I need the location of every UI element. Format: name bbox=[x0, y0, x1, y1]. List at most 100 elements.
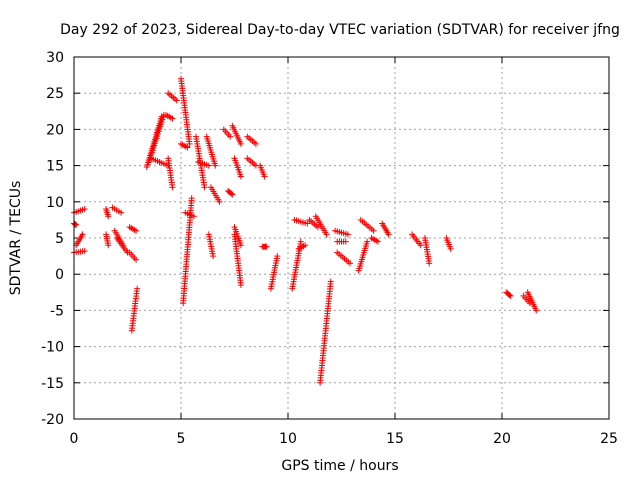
data-segment bbox=[195, 158, 212, 169]
data-segment bbox=[368, 235, 381, 245]
chart-title: Day 292 of 2023, Sidereal Day-to-day VTE… bbox=[60, 22, 620, 38]
data-point bbox=[227, 133, 234, 140]
x-tick-label: 15 bbox=[386, 431, 404, 447]
y-tick-label: -5 bbox=[50, 303, 64, 319]
x-axis-label: GPS time / hours bbox=[281, 458, 398, 474]
data-point bbox=[323, 231, 330, 238]
data-point bbox=[447, 245, 454, 252]
data-point bbox=[347, 260, 354, 267]
data-segment bbox=[103, 231, 112, 249]
data-point bbox=[186, 140, 193, 147]
data-segment bbox=[291, 216, 311, 227]
data-segment bbox=[103, 206, 112, 220]
data-segment bbox=[148, 155, 172, 169]
data-point bbox=[506, 292, 513, 299]
data-segment bbox=[71, 220, 80, 228]
data-point bbox=[237, 242, 244, 249]
data-points bbox=[71, 75, 540, 386]
data-point bbox=[81, 206, 88, 213]
y-tick-label: 20 bbox=[46, 122, 64, 138]
data-point bbox=[252, 140, 259, 147]
x-tick-label: 20 bbox=[493, 431, 511, 447]
y-axis-tick-labels: -20 -15 -10 -5 0 5 10 15 20 25 30 bbox=[41, 50, 64, 428]
x-axis-tick-labels: 0 5 10 15 20 25 bbox=[70, 431, 618, 447]
data-point bbox=[169, 184, 176, 191]
data-segment bbox=[409, 231, 424, 249]
data-segment bbox=[71, 248, 88, 256]
data-point bbox=[188, 195, 195, 202]
y-tick-label: 15 bbox=[46, 159, 64, 175]
data-segment bbox=[267, 253, 281, 292]
data-point bbox=[210, 253, 217, 260]
data-segment bbox=[126, 224, 140, 234]
data-segment bbox=[257, 162, 268, 180]
data-point bbox=[216, 198, 223, 205]
data-segment bbox=[317, 278, 334, 386]
y-tick-label: 5 bbox=[55, 231, 64, 247]
data-point bbox=[426, 260, 433, 267]
data-point bbox=[533, 307, 540, 314]
y-tick-label: -20 bbox=[41, 412, 64, 428]
data-point bbox=[79, 231, 86, 238]
data-segment bbox=[128, 285, 141, 334]
data-segment bbox=[244, 133, 259, 147]
x-tick-label: 10 bbox=[279, 431, 297, 447]
data-point bbox=[261, 173, 268, 180]
data-segment bbox=[443, 235, 454, 252]
data-segment bbox=[229, 122, 244, 147]
data-segment bbox=[163, 111, 176, 122]
data-point bbox=[304, 220, 311, 227]
data-point bbox=[344, 231, 351, 238]
data-segment bbox=[113, 235, 131, 256]
x-tick-label: 0 bbox=[70, 431, 79, 447]
data-segment bbox=[220, 126, 234, 140]
data-point bbox=[263, 243, 270, 250]
data-point bbox=[133, 227, 140, 234]
data-segment bbox=[295, 242, 309, 252]
data-segment bbox=[334, 238, 349, 245]
data-point bbox=[302, 242, 309, 249]
data-segment bbox=[178, 140, 191, 151]
plot-frame bbox=[73, 56, 610, 420]
data-point bbox=[507, 292, 514, 299]
data-point bbox=[173, 97, 180, 104]
data-segment bbox=[182, 209, 197, 220]
data-point bbox=[314, 224, 321, 231]
data-segment bbox=[71, 206, 88, 216]
data-segment bbox=[192, 133, 208, 191]
data-segment bbox=[312, 213, 330, 238]
data-point bbox=[417, 242, 424, 249]
data-point bbox=[385, 231, 392, 238]
data-point bbox=[228, 190, 235, 197]
y-tick-label: 0 bbox=[55, 267, 64, 283]
data-segment bbox=[244, 155, 259, 169]
data-point bbox=[201, 184, 208, 191]
data-point bbox=[374, 238, 381, 245]
data-segment bbox=[421, 235, 433, 267]
data-point bbox=[342, 238, 349, 245]
data-segment bbox=[332, 227, 351, 238]
data-segment bbox=[503, 289, 514, 299]
data-segment bbox=[203, 133, 219, 169]
data-point bbox=[169, 115, 176, 122]
data-segment bbox=[259, 243, 270, 250]
data-segment bbox=[231, 155, 244, 180]
data-segment bbox=[334, 249, 354, 267]
data-segment bbox=[231, 231, 244, 289]
y-tick-label: -15 bbox=[41, 376, 64, 392]
data-point bbox=[205, 162, 212, 169]
data-point bbox=[105, 242, 112, 249]
x-tick-label: 25 bbox=[600, 431, 618, 447]
data-point bbox=[237, 173, 244, 180]
y-tick-label: 25 bbox=[46, 86, 64, 102]
data-point bbox=[229, 191, 236, 198]
data-segment bbox=[225, 187, 236, 198]
data-point bbox=[105, 213, 112, 220]
data-point bbox=[237, 140, 244, 147]
x-tick-label: 5 bbox=[177, 431, 186, 447]
y-tick-label: 10 bbox=[46, 195, 64, 211]
data-point bbox=[184, 144, 191, 151]
data-segment bbox=[205, 231, 217, 260]
data-segment bbox=[73, 231, 86, 249]
grid-lines bbox=[74, 57, 609, 419]
